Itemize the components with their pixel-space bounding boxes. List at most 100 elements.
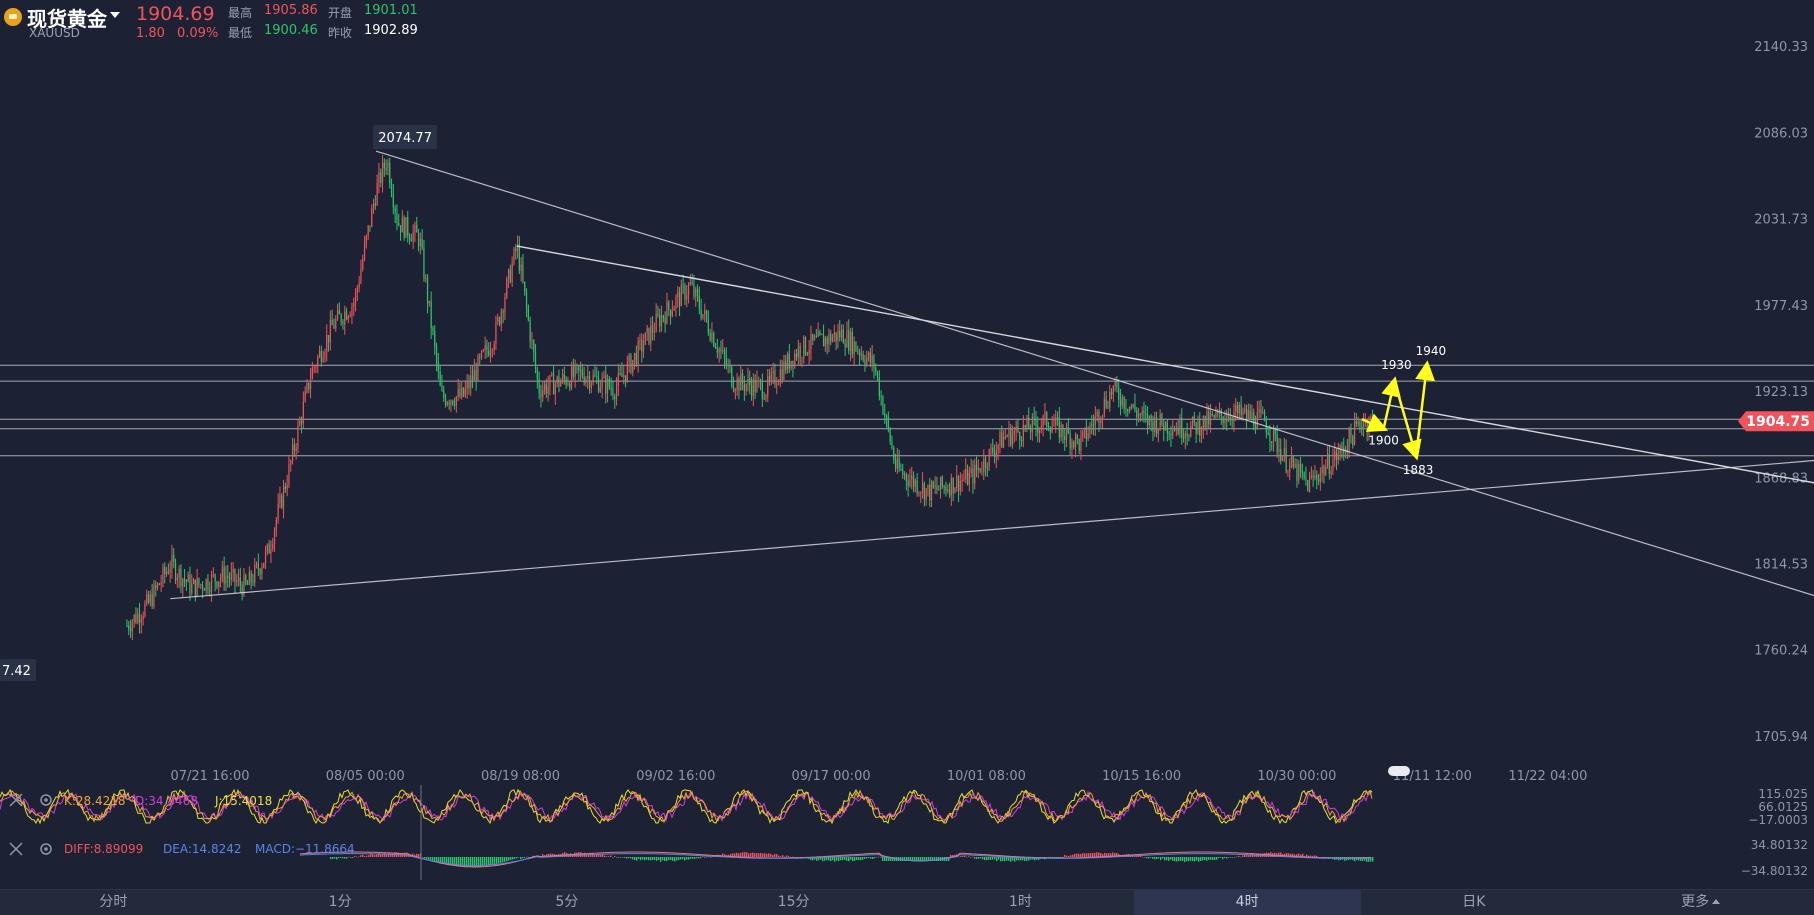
candle-body — [662, 315, 664, 318]
macd-bar — [468, 857, 470, 867]
macd-bar — [330, 857, 332, 860]
candle-body — [970, 468, 972, 473]
macd-bar — [484, 857, 486, 867]
candle-body — [464, 388, 466, 396]
candle-body — [311, 367, 313, 380]
candle-body — [516, 244, 519, 251]
tab-5min[interactable]: 5分 — [555, 894, 579, 910]
candle-body — [128, 625, 130, 630]
macd-bar — [364, 856, 366, 857]
candle-body — [963, 479, 965, 481]
candle-body — [578, 365, 580, 371]
macd-bar — [1150, 857, 1152, 858]
candle-body — [293, 444, 295, 451]
candle-body — [261, 567, 263, 575]
macd-bar — [762, 853, 764, 857]
macd-bar — [446, 857, 448, 865]
candle-body — [641, 339, 643, 352]
candle-body — [844, 343, 846, 348]
candle-body — [979, 467, 981, 472]
macd-bar — [946, 857, 948, 861]
candle-body — [470, 375, 472, 389]
candle-body — [788, 353, 790, 369]
tab-daily[interactable]: 日K — [1462, 894, 1486, 910]
candle-body — [752, 379, 754, 397]
candle-body — [867, 352, 870, 358]
candle-body — [574, 364, 576, 377]
candle-body — [592, 375, 594, 384]
candle-body — [558, 376, 560, 387]
macd-bar — [332, 857, 334, 860]
time-axis-label: 10/15 16:00 — [1102, 769, 1181, 784]
macd-bar — [1302, 853, 1304, 857]
macd-bar — [362, 854, 364, 857]
candle-body — [401, 217, 403, 233]
candle-body — [993, 453, 996, 458]
macd-bar — [1102, 853, 1104, 857]
tab-more[interactable]: 更多 — [1587, 890, 1814, 915]
candle-body — [846, 330, 848, 348]
tab-timeshare[interactable]: 分时 — [99, 894, 128, 910]
close-icon[interactable] — [9, 793, 23, 807]
macd-bar — [1074, 853, 1076, 857]
candle-body — [792, 360, 794, 367]
gear-icon[interactable] — [40, 843, 52, 855]
tab-4hour[interactable]: 4时 — [1133, 890, 1361, 915]
candle-body — [889, 428, 891, 442]
candle-body — [959, 481, 961, 492]
macd-bar — [1200, 857, 1202, 861]
candle-body — [318, 351, 321, 358]
tab-1min[interactable]: 1分 — [328, 894, 352, 910]
instrument-symbol: XAUUSD — [29, 26, 80, 40]
candle-body — [682, 284, 684, 286]
macd-bar — [930, 857, 932, 861]
candle-body — [1071, 441, 1073, 449]
macd-bar — [624, 857, 626, 858]
candle-body — [790, 360, 792, 369]
candle-body — [849, 332, 852, 351]
candle-body — [1107, 406, 1109, 408]
macd-bar — [1204, 857, 1206, 861]
candle-body — [624, 375, 627, 381]
forecast-label: 1883 — [1403, 463, 1434, 477]
gear-icon[interactable] — [40, 794, 52, 806]
candle-body — [210, 574, 213, 592]
candle-body — [781, 369, 783, 381]
candle-body — [405, 217, 407, 238]
candle-body — [808, 350, 810, 354]
macd-bar — [648, 857, 650, 861]
macd-bar — [444, 857, 446, 864]
candle-body — [1177, 427, 1179, 435]
instrument-dropdown-icon[interactable] — [110, 12, 120, 18]
candle-body — [723, 349, 726, 358]
candle-body — [819, 331, 821, 335]
candle-body — [169, 569, 171, 574]
time-scroll-handle[interactable] — [1388, 766, 1410, 776]
candle-body — [1100, 419, 1102, 423]
macd-bar — [1076, 853, 1078, 857]
candle-body — [774, 370, 776, 386]
candle-body — [745, 384, 747, 391]
macd-bar — [1162, 857, 1164, 859]
macd-bar — [622, 857, 624, 858]
macd-bar — [750, 853, 752, 857]
candle-body — [896, 458, 898, 469]
candle-body — [369, 225, 371, 227]
candle-body — [1170, 433, 1172, 436]
macd-bar — [1096, 852, 1098, 857]
candle-body — [1247, 410, 1249, 419]
candle-body — [1317, 479, 1320, 482]
candle-body — [194, 579, 196, 596]
close-icon[interactable] — [9, 842, 23, 856]
tab-1hour[interactable]: 1时 — [1008, 894, 1032, 910]
candle-body — [869, 352, 871, 363]
tab-15min[interactable]: 15分 — [777, 894, 810, 910]
main-chart-svg[interactable]: 2140.332086.032031.731977.431923.131868.… — [0, 0, 1814, 889]
candle-body — [707, 319, 709, 333]
instrument-name[interactable]: 现货黄金 — [27, 7, 107, 31]
candle-body — [304, 391, 306, 402]
candle-body — [1236, 405, 1239, 414]
macd-bar — [682, 857, 684, 860]
macd-bar — [490, 857, 492, 866]
